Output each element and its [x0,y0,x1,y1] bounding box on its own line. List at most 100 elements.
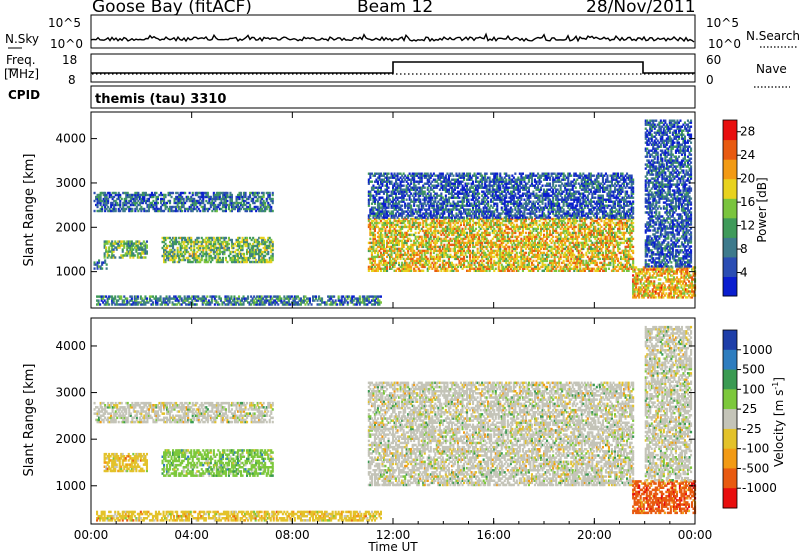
echo-cell [621,237,624,241]
echo-cell [550,245,553,249]
echo-cell [339,299,342,302]
echo-cell [387,261,390,265]
echo-cell [145,246,148,249]
echo-cell [411,223,414,227]
echo-cell [284,303,287,306]
echo-cell [484,223,487,227]
echo-cell [435,249,438,253]
echo-cell [287,295,290,298]
echo-cell [237,236,240,240]
echo-cell [553,241,556,245]
echo-cell [402,257,405,261]
echo-cell [610,259,613,263]
echo-cell [124,254,127,257]
echo-cell [453,231,456,235]
echo-cell [241,303,244,306]
echo-cell [555,263,558,267]
echo-cell [423,233,426,237]
echo-cell [553,247,556,251]
echo-cell [398,263,401,267]
echo-cell [155,191,158,195]
cpid-panel [90,85,696,109]
echo-cell [376,241,379,245]
echo-cell [236,299,239,302]
echo-cell [607,245,610,249]
echo-cell [526,223,529,227]
echo-cell [367,299,370,302]
echo-cell [428,237,431,241]
echo-cell [549,269,552,272]
echo-cell [351,299,354,302]
echo-cell [367,297,370,300]
echo-cell [258,258,261,262]
echo-cell [449,261,452,265]
echo-cell [122,209,125,213]
echo-cell [546,247,549,251]
echo-cell [206,195,209,199]
echo-cell [137,203,140,207]
echo-cell [175,238,178,242]
echo-cell [241,297,244,300]
echo-cell [111,256,114,259]
echo-cell [558,257,561,261]
echo-cell [552,217,555,221]
echo-cell [229,209,232,213]
echo-cell [467,237,470,241]
echo-cell [211,199,214,203]
echo-cell [187,238,190,242]
echo-cell [307,299,310,302]
echo-cell [443,233,446,237]
echo-cell [497,253,500,257]
echo-cell [182,256,185,260]
echo-cell [416,239,419,243]
echo-cell [268,193,271,197]
echo-cell [361,297,364,300]
echo-cell [200,201,203,205]
echo-cell [258,250,261,254]
echo-cell [179,197,182,201]
echo-cell [321,299,324,302]
echo-cell [146,193,149,197]
echo-cell [538,223,541,227]
echo-cell [417,235,420,239]
echo-cell [583,217,586,221]
echo-cell [407,257,410,261]
echo-cell [423,255,426,259]
echo-cell [188,254,191,258]
echo-cell [544,223,547,227]
echo-cell [261,209,264,213]
echo-cell [307,297,310,300]
echo-cell [141,299,144,302]
echo-cell [188,205,191,209]
echo-cell [431,255,434,259]
echo-cell [425,251,428,255]
echo-cell [220,236,223,240]
echo-cell [592,249,595,253]
echo-cell [541,265,544,269]
echo-cell [399,265,402,269]
echo-cell [550,267,553,270]
echo-cell [370,269,373,272]
echo-cell [261,260,264,264]
echo-cell [398,261,401,265]
echo-cell [205,240,208,244]
echo-cell [97,299,100,302]
echo-cell [530,249,533,253]
echo-cell [185,303,188,306]
echo-cell [268,303,271,306]
echo-cell [206,207,209,211]
echo-cell [453,219,456,223]
echo-cell [505,259,508,263]
echo-cell [452,237,455,241]
echo-cell [132,244,135,247]
echo-cell [508,269,511,272]
echo-cell [251,301,254,304]
echo-cell [208,195,211,199]
echo-cell [179,246,182,250]
echo-cell [202,250,205,254]
echo-cell [614,259,617,263]
echo-cell [211,256,214,260]
echo-cell [484,235,487,239]
echo-cell [500,217,503,221]
echo-cell [414,217,417,221]
